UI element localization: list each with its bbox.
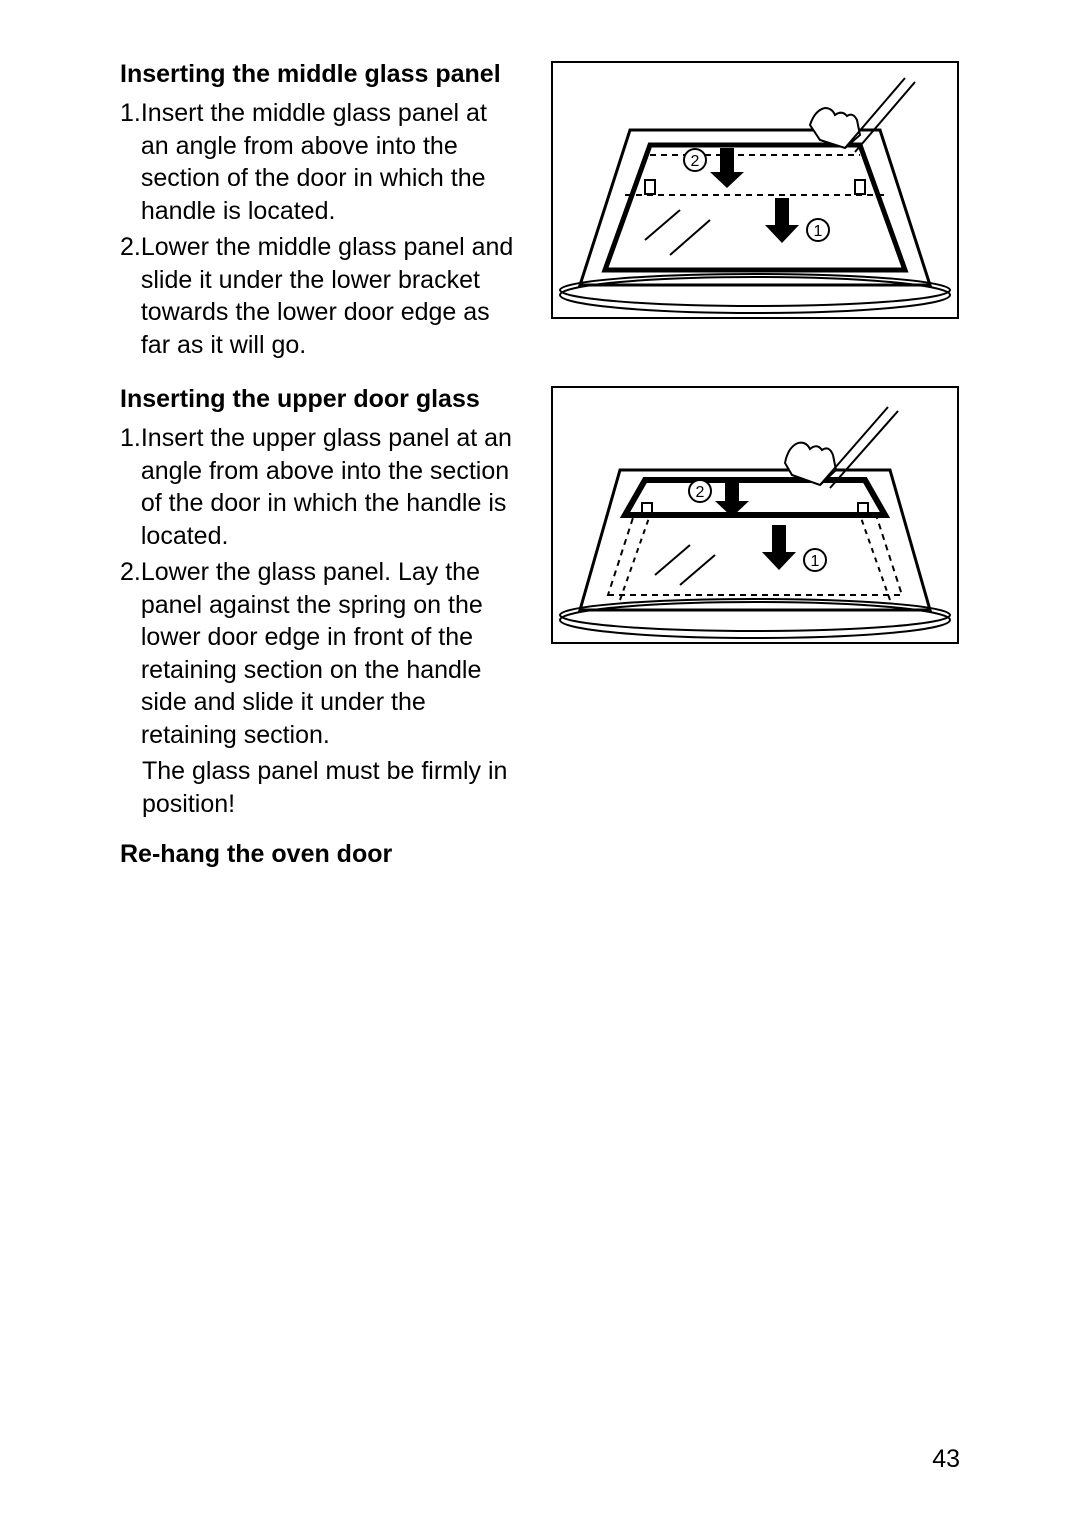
list-item: 2. Lower the middle glass panel and slid… [120,231,520,361]
list-number: 1. [120,422,141,552]
diagram-column: 2 1 [550,385,960,820]
list-item: 1. Insert the middle glass panel at an a… [120,97,520,227]
heading-upper-glass: Inserting the upper door glass [120,385,520,414]
heading-rehang: Re-hang the oven door [120,840,960,869]
list-item: 1. Insert the upper glass panel at an an… [120,422,520,552]
middle-glass-diagram: 2 1 [550,60,960,320]
list-number: 2. [120,556,141,751]
list-item: 2. Lower the glass panel. Lay the panel … [120,556,520,751]
hand-icon [810,78,915,152]
marker-2: 2 [696,484,705,501]
list-text: Lower the middle glass panel and slide i… [141,231,520,361]
text-column: Inserting the upper door glass 1. Insert… [120,385,520,820]
list-number: 1. [120,97,141,227]
list-text: Insert the upper glass panel at an angle… [141,422,520,552]
section-rehang: Re-hang the oven door [120,840,960,869]
page-number: 43 [932,1445,960,1474]
list-text: Insert the middle glass panel at an angl… [141,97,520,227]
hand-icon [785,407,898,488]
section-upper-glass: Inserting the upper door glass 1. Insert… [120,385,960,820]
heading-middle-glass: Inserting the middle glass panel [120,60,520,89]
upper-glass-diagram: 2 1 [550,385,960,645]
text-column: Inserting the middle glass panel 1. Inse… [120,60,520,365]
list-number: 2. [120,231,141,361]
marker-1: 1 [814,223,823,240]
marker-2: 2 [691,153,700,170]
list-text: Lower the glass panel. Lay the panel aga… [141,556,520,751]
arrow-1-icon [762,525,796,570]
marker-1: 1 [811,553,820,570]
list-extra-text: The glass panel must be firmly in positi… [142,755,520,820]
section-middle-glass: Inserting the middle glass panel 1. Inse… [120,60,960,365]
diagram-column: 2 1 [550,60,960,365]
